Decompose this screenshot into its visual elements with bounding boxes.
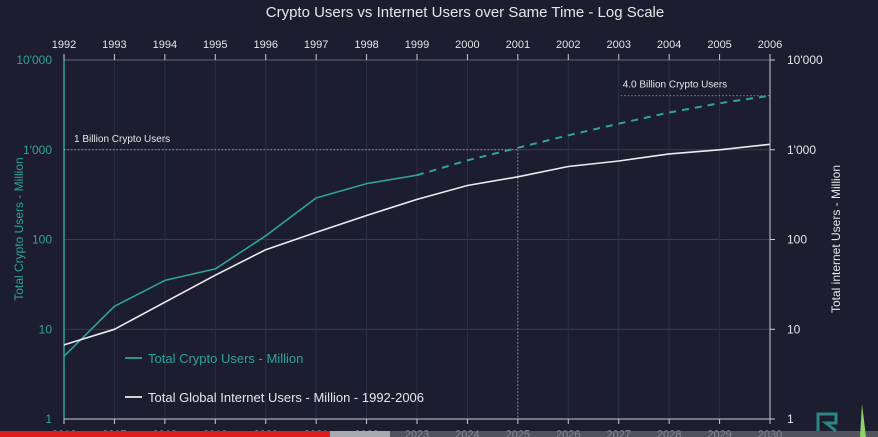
x-tick-label-top: 2005 bbox=[707, 39, 731, 51]
y-tick-label-left: 100 bbox=[32, 233, 52, 247]
x-tick-label-top: 2006 bbox=[758, 39, 782, 51]
x-tick-label-top: 2000 bbox=[455, 39, 479, 51]
x-tick-label-top: 1995 bbox=[203, 39, 227, 51]
y-tick-label-left: 1'000 bbox=[23, 143, 52, 157]
chart-title: Crypto Users vs Internet Users over Same… bbox=[266, 4, 664, 21]
x-tick-label-top: 2002 bbox=[556, 39, 580, 51]
x-tick-label-top: 1999 bbox=[405, 39, 429, 51]
x-tick-label-top: 2004 bbox=[657, 39, 681, 51]
x-tick-label-top: 2001 bbox=[506, 39, 530, 51]
progress-bar-track[interactable] bbox=[0, 431, 878, 437]
series-line-0 bbox=[63, 174, 418, 357]
x-tick-label-top: 1992 bbox=[52, 39, 76, 51]
y-axis-label-left: Total Crypto Users - Million bbox=[12, 157, 26, 300]
x-tick-label-top: 1998 bbox=[354, 39, 378, 51]
legend-label-1: Total Global Internet Users - Million - … bbox=[148, 390, 424, 405]
x-tick-label-top: 1996 bbox=[253, 39, 277, 51]
x-tick-label-top: 1993 bbox=[102, 39, 126, 51]
progress-bar-fill bbox=[0, 431, 330, 437]
y-tick-label-right: 100 bbox=[787, 233, 807, 247]
corner-mark-icon bbox=[860, 404, 866, 437]
y-tick-label-right: 10 bbox=[787, 322, 801, 336]
y-tick-label-right: 1'000 bbox=[787, 143, 816, 157]
y-axis-label-right: Total internet Users - Million bbox=[829, 165, 843, 313]
legend-label-0: Total Crypto Users - Million bbox=[148, 351, 303, 366]
x-tick-label-top: 1997 bbox=[304, 39, 328, 51]
y-tick-label-left: 10'000 bbox=[16, 53, 52, 67]
y-tick-label-left: 1 bbox=[45, 412, 52, 426]
y-tick-label-right: 1 bbox=[787, 412, 794, 426]
y-tick-label-left: 10 bbox=[39, 322, 53, 336]
x-tick-label-top: 1994 bbox=[153, 39, 177, 51]
annotation-label: 4.0 Billion Crypto Users bbox=[623, 80, 727, 91]
series-line-1 bbox=[416, 94, 771, 177]
annotation-label: 1 Billion Crypto Users bbox=[74, 134, 170, 145]
logo-icon bbox=[816, 412, 838, 433]
y-tick-label-right: 10'000 bbox=[787, 53, 823, 67]
progress-bar-buffer bbox=[330, 431, 390, 437]
x-tick-label-top: 2003 bbox=[606, 39, 630, 51]
